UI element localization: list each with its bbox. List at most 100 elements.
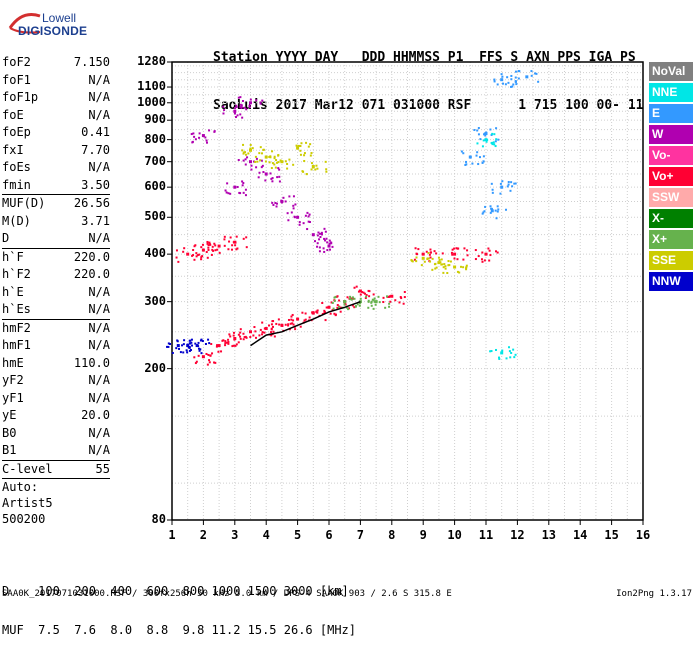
echo-dot <box>494 145 497 148</box>
echo-dot <box>507 181 510 184</box>
echo-dot <box>510 85 513 88</box>
echo-dot <box>514 353 517 356</box>
echo-dot <box>476 129 479 132</box>
param-value: N/A <box>88 443 110 457</box>
echo-dot <box>289 322 292 325</box>
echo-dot <box>446 272 449 275</box>
echo-dot <box>364 292 367 295</box>
echo-dot <box>510 181 513 184</box>
echo-dot <box>273 335 276 338</box>
param-row: foE N/A <box>2 107 110 125</box>
echo-dot <box>513 356 516 359</box>
echo-dot <box>183 247 186 250</box>
echo-dot <box>224 340 227 343</box>
echo-dot <box>440 258 443 261</box>
echo-dot <box>259 102 262 105</box>
echo-dot <box>339 310 342 313</box>
echo-dot <box>370 304 373 307</box>
echo-dot <box>229 236 232 239</box>
echo-dot <box>365 295 368 298</box>
data-point <box>484 138 488 142</box>
echo-dot <box>287 318 290 321</box>
echo-dot <box>399 296 402 299</box>
echo-dot <box>465 266 468 269</box>
echo-dot <box>491 188 494 191</box>
echo-dot <box>190 338 193 341</box>
echo-dot <box>269 172 272 175</box>
echo-dot <box>324 160 327 163</box>
echo-dot <box>508 346 511 349</box>
echo-dot <box>343 300 346 303</box>
echo-dot <box>198 132 201 135</box>
echo-dot <box>346 296 349 299</box>
echo-dot <box>242 338 245 341</box>
param-name: B1 <box>2 443 17 457</box>
echo-dot <box>271 325 274 328</box>
echo-dot <box>349 298 352 301</box>
legend-item: NoVal <box>649 62 693 81</box>
echo-dot <box>274 201 277 204</box>
echo-dot <box>181 344 184 347</box>
echo-dot <box>207 338 210 341</box>
echo-dot <box>214 361 217 364</box>
echo-dot <box>537 80 540 83</box>
echo-dot <box>197 345 200 348</box>
param-value: N/A <box>88 373 110 387</box>
echo-dot <box>242 237 245 240</box>
x-tick-label: 11 <box>478 528 494 542</box>
echo-dot <box>183 339 186 342</box>
echo-dot <box>479 138 482 141</box>
echo-dot <box>333 312 336 315</box>
echo-dot <box>209 354 212 357</box>
echo-dot <box>315 310 318 313</box>
echo-dot <box>277 167 280 170</box>
echo-dot <box>275 322 278 325</box>
echo-dot <box>306 211 309 214</box>
echo-dot <box>224 344 227 347</box>
echo-dot <box>402 302 405 305</box>
echo-dot <box>354 305 357 308</box>
echo-dot <box>449 260 452 263</box>
echo-dot <box>239 106 242 109</box>
echo-dot <box>491 191 494 194</box>
echo-dot <box>324 319 327 322</box>
echo-dot <box>496 205 499 208</box>
echo-dot <box>514 76 517 79</box>
echo-dot <box>333 299 336 302</box>
echo-dot <box>287 219 290 222</box>
echo-dot <box>231 244 234 247</box>
echo-dot <box>198 349 201 352</box>
echo-dot <box>350 298 353 301</box>
echo-dot <box>237 96 240 99</box>
echo-dot <box>442 271 445 274</box>
legend-item: SSW <box>649 188 693 207</box>
echo-dot <box>234 344 237 347</box>
echo-dot <box>492 141 495 144</box>
echo-dot <box>509 356 512 359</box>
echo-dot <box>394 299 397 302</box>
data-point <box>264 327 268 331</box>
echo-dot <box>426 257 429 260</box>
echo-dot <box>513 182 516 185</box>
echo-dot <box>206 256 209 259</box>
echo-dot <box>514 182 517 185</box>
param-row: B1 N/A <box>2 442 110 460</box>
echo-dot <box>205 352 208 355</box>
echo-dot <box>388 305 391 308</box>
param-name: h`E <box>2 284 24 299</box>
echo-dot <box>297 144 300 147</box>
echo-dot <box>243 106 246 109</box>
echo-dot <box>450 251 453 254</box>
echo-dot <box>258 152 261 155</box>
echo-dot <box>217 350 220 353</box>
echo-dot <box>188 342 191 345</box>
echo-dot <box>251 147 254 150</box>
echo-dot <box>300 142 303 145</box>
echo-dot <box>292 207 295 210</box>
echo-dot <box>501 349 504 352</box>
echo-dot <box>429 256 432 259</box>
echo-dot <box>178 347 181 350</box>
echo-dot <box>275 202 278 205</box>
echo-dot <box>457 247 460 250</box>
distance-row: D 100 200 400 600 800 1000 1500 3000 [km… <box>2 584 349 598</box>
